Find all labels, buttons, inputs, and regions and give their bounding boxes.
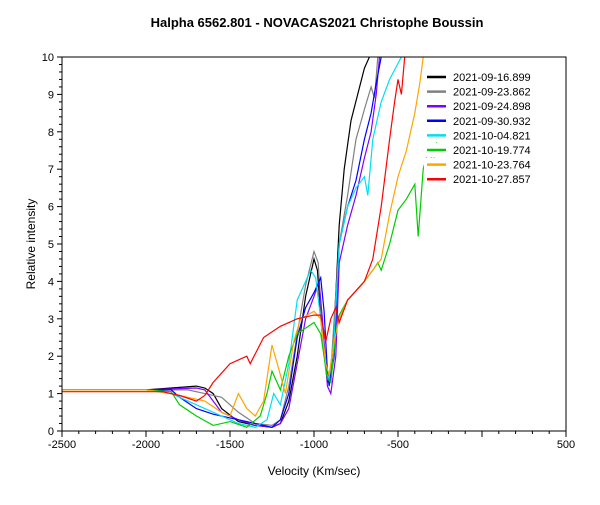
y-tick-label: 5 <box>48 239 54 251</box>
legend-label: 2021-09-16.899 <box>453 72 531 84</box>
series-group <box>62 57 439 428</box>
legend-label: 2021-10-04.821 <box>453 130 531 142</box>
legend-bg <box>424 172 564 187</box>
y-tick-label: 3 <box>48 314 54 326</box>
legend-label: 2021-10-27.857 <box>453 174 531 186</box>
x-tick-label: -2000 <box>132 439 160 451</box>
chart-title: Halpha 6562.801 - NOVACAS2021 Christophe… <box>151 15 484 30</box>
legend-label: 2021-09-23.862 <box>453 87 531 99</box>
series-line-1 <box>62 57 379 427</box>
y-tick-label: 1 <box>48 389 54 401</box>
axis-ticks: -2500 -2000 -1500 -1000 -500 500 0 1 2 3 4 5 6 7 8 9 10 <box>42 52 575 451</box>
y-tick-label: 4 <box>48 276 54 288</box>
y-tick-label: 8 <box>48 127 54 139</box>
series-line-2 <box>62 57 381 428</box>
legend-bg <box>424 157 564 172</box>
y-tick-label: 6 <box>48 202 54 214</box>
series-line-5 <box>62 131 439 428</box>
legend-label: 2021-09-30.932 <box>453 116 531 128</box>
legend-bg <box>424 84 564 99</box>
series-line-4 <box>62 57 402 428</box>
legend-bg <box>424 113 564 128</box>
series-line-6 <box>62 57 424 417</box>
x-tick-label: -2500 <box>48 439 76 451</box>
legend-label: 2021-09-24.898 <box>453 101 531 113</box>
x-axis-label: Velocity (Km/sec) <box>268 464 361 478</box>
y-tick-label: 0 <box>48 426 54 438</box>
legend-bg <box>424 128 564 143</box>
x-tick-label: -1500 <box>216 439 244 451</box>
series-line-0 <box>62 57 370 428</box>
x-tick-label: -1000 <box>300 439 328 451</box>
series-line-3 <box>62 57 382 428</box>
legend-bg <box>424 99 564 114</box>
legend-bg <box>424 70 564 84</box>
x-tick-label: -500 <box>387 439 409 451</box>
legend-bg <box>424 143 564 157</box>
y-tick-label: 10 <box>42 52 54 64</box>
series-line-7 <box>62 57 406 402</box>
legend: 2021-09-16.899 2021-09-23.862 2021-09-24.8… <box>424 70 564 187</box>
y-tick-label: 2 <box>48 351 54 363</box>
y-tick-label: 7 <box>48 164 54 176</box>
y-tick-label: 9 <box>48 89 54 101</box>
legend-label: 2021-10-19.774 <box>453 145 531 157</box>
legend-label: 2021-10-23.764 <box>453 160 531 172</box>
y-axis-label: Relative intensity <box>24 199 38 290</box>
x-tick-label: 500 <box>557 439 575 451</box>
